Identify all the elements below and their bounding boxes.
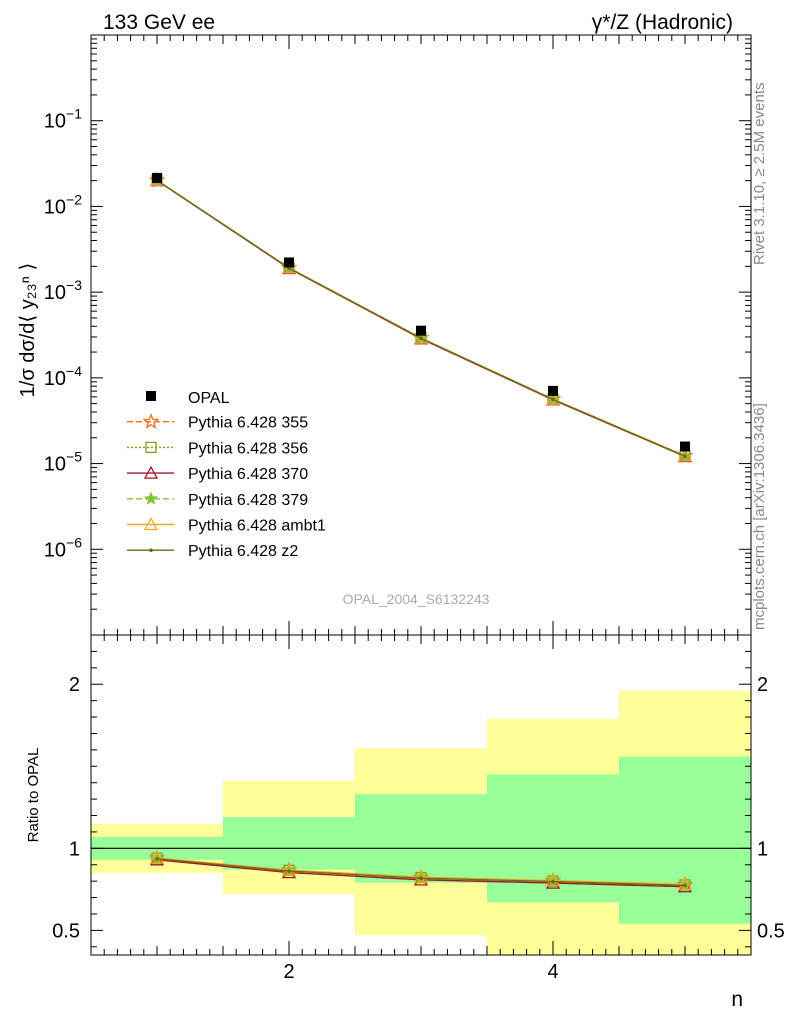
watermark: OPAL_2004_S6132243	[343, 591, 490, 607]
ratio-series-point-5	[683, 883, 687, 888]
legend-label-4: Pythia 6.428 ambt1	[188, 518, 326, 535]
ratio-y-tick-label-right: 2	[757, 674, 768, 696]
main-y-tick-label: 10−2	[44, 191, 82, 218]
legend-label-1: Pythia 6.428 356	[188, 440, 308, 457]
plot-title-left: 133 GeV ee	[103, 11, 215, 34]
ratio-stat-band	[355, 794, 487, 883]
legend-marker-1	[145, 441, 157, 454]
ratio-y-tick-label-left: 1	[69, 838, 80, 860]
legend-marker-2	[143, 465, 159, 479]
ratio-series-point-5	[551, 879, 555, 884]
rivet-label: Rivet 3.1.10, ≥ 2.5M events	[751, 83, 768, 266]
main-y-tick-label: 10−6	[44, 534, 82, 561]
x-axis-label: n	[731, 988, 743, 1011]
legend-label-2: Pythia 6.428 370	[188, 466, 308, 483]
legend-marker-3	[144, 491, 158, 505]
legend-label-opal: OPAL	[188, 390, 230, 407]
main-y-tick-label: 10−5	[44, 449, 82, 476]
main-y-axis-label: 1/σ dσ/d⟨ y₂₃ⁿ ⟩	[17, 263, 39, 398]
opal-data-point	[680, 441, 690, 452]
main-series-point-5	[551, 397, 555, 402]
ratio-y-tick-label-left: 2	[69, 674, 80, 696]
ratio-series-point-4	[545, 873, 561, 887]
main-series-point-5	[683, 454, 687, 458]
x-tick-label: 2	[283, 961, 294, 983]
ratio-y-tick-label-right: 0.5	[757, 920, 785, 942]
ratio-bands	[91, 690, 751, 955]
plot-title-right: γ*/Z (Hadronic)	[592, 11, 733, 34]
legend: OPAL Pythia 6.428 355 Pythia 6.428 356 Pyth…	[127, 390, 326, 560]
main-y-axis-label-text: 1/σ dσ/d⟨ y₂₃ⁿ ⟩	[17, 263, 39, 398]
legend-marker-5	[149, 548, 153, 552]
main-series-point-5	[419, 336, 423, 341]
opal-data-point	[152, 172, 162, 183]
ratio-series-point-5	[419, 876, 423, 880]
ratio-y-tick-label-right: 1	[757, 838, 768, 860]
main-panel: 10−6 10−5 10−4 10−3 10−2 10−1	[44, 34, 752, 636]
legend-label-3: Pythia 6.428 379	[188, 492, 308, 509]
ratio-series-point-5	[155, 857, 159, 861]
ratio-series-point-4	[677, 877, 693, 891]
main-series-point-4	[413, 330, 429, 344]
opal-data-point	[416, 325, 426, 336]
main-y-tick-label: 10−1	[44, 106, 82, 133]
ratio-panel: 0.5 0.5 1 1 2 2 2 4	[52, 634, 785, 983]
main-y-tick-label: 10−3	[44, 277, 82, 304]
legend-label-0: Pythia 6.428 355	[188, 415, 308, 432]
opal-data-point	[548, 385, 558, 396]
ratio-series-point-4	[281, 862, 297, 876]
ratio-series-point-5	[287, 869, 291, 873]
x-tick-label: 4	[547, 961, 558, 983]
ratio-series-point-4	[413, 869, 429, 883]
legend-label-5: Pythia 6.428 z2	[188, 543, 298, 560]
ratio-y-axis-label: Ratio to OPAL	[25, 748, 42, 843]
ratio-stat-band	[223, 817, 355, 870]
opal-data-point	[284, 257, 294, 268]
main-y-tick-label: 10−4	[44, 363, 82, 390]
legend-marker-4	[143, 517, 159, 531]
ratio-stat-band	[619, 756, 751, 924]
ratio-y-tick-label-left: 0.5	[52, 920, 80, 942]
ratio-series-point-4	[149, 850, 165, 864]
legend-marker-opal	[146, 391, 156, 401]
mcplots-label: mcplots.cern.ch [arXiv:1306.3436]	[751, 403, 768, 630]
legend-marker-0	[142, 412, 160, 429]
